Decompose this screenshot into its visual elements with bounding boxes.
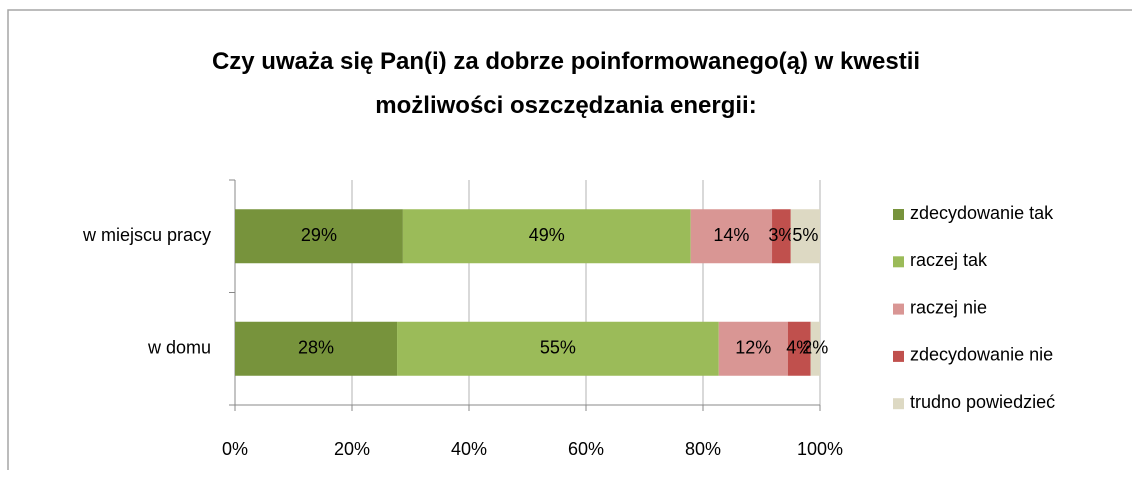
bar-segment <box>790 209 820 264</box>
x-tick-label: 40% <box>451 439 487 459</box>
bar-segment <box>235 321 398 376</box>
data-label: 3% <box>768 225 794 245</box>
bar-segment <box>397 321 719 376</box>
data-label: 28% <box>298 338 334 358</box>
data-label: 4% <box>786 338 812 358</box>
legend-swatch <box>893 398 904 410</box>
y-tick-label: w domu <box>147 338 211 358</box>
legend-label: trudno powiedzieć <box>910 392 1055 412</box>
bar-segment <box>787 321 811 376</box>
data-label: 49% <box>529 225 565 245</box>
data-label: 14% <box>713 225 749 245</box>
x-tick-label: 100% <box>797 439 843 459</box>
bar-segment <box>235 209 403 264</box>
chart-title: Czy uważa się Pan(i) za dobrze poinformo… <box>211 48 921 119</box>
bar-segment <box>772 209 791 264</box>
data-label: 2% <box>802 338 828 358</box>
bar-segment <box>810 321 820 376</box>
x-tick-label: 80% <box>685 439 721 459</box>
legend-label: zdecydowanie tak <box>910 203 1054 223</box>
x-tick-label: 0% <box>222 439 248 459</box>
legend-label: raczej tak <box>910 250 988 270</box>
data-label: 5% <box>792 225 818 245</box>
legend-swatch <box>893 256 904 268</box>
y-tick-label: w miejscu pracy <box>82 225 211 245</box>
bar-segment <box>402 209 691 264</box>
chart-border <box>7 9 1132 470</box>
data-label: 12% <box>735 338 771 358</box>
legend-label: raczej nie <box>910 297 987 317</box>
legend-swatch <box>893 209 904 220</box>
data-label: 29% <box>301 225 337 245</box>
x-tick-label: 60% <box>568 439 604 459</box>
legend-swatch <box>893 350 904 362</box>
data-label: 55% <box>540 338 576 358</box>
bar-segment <box>718 321 788 376</box>
bar-segment <box>690 209 773 264</box>
legend-swatch <box>893 303 904 315</box>
legend-label: zdecydowanie nie <box>910 345 1053 365</box>
x-tick-label: 20% <box>334 439 370 459</box>
